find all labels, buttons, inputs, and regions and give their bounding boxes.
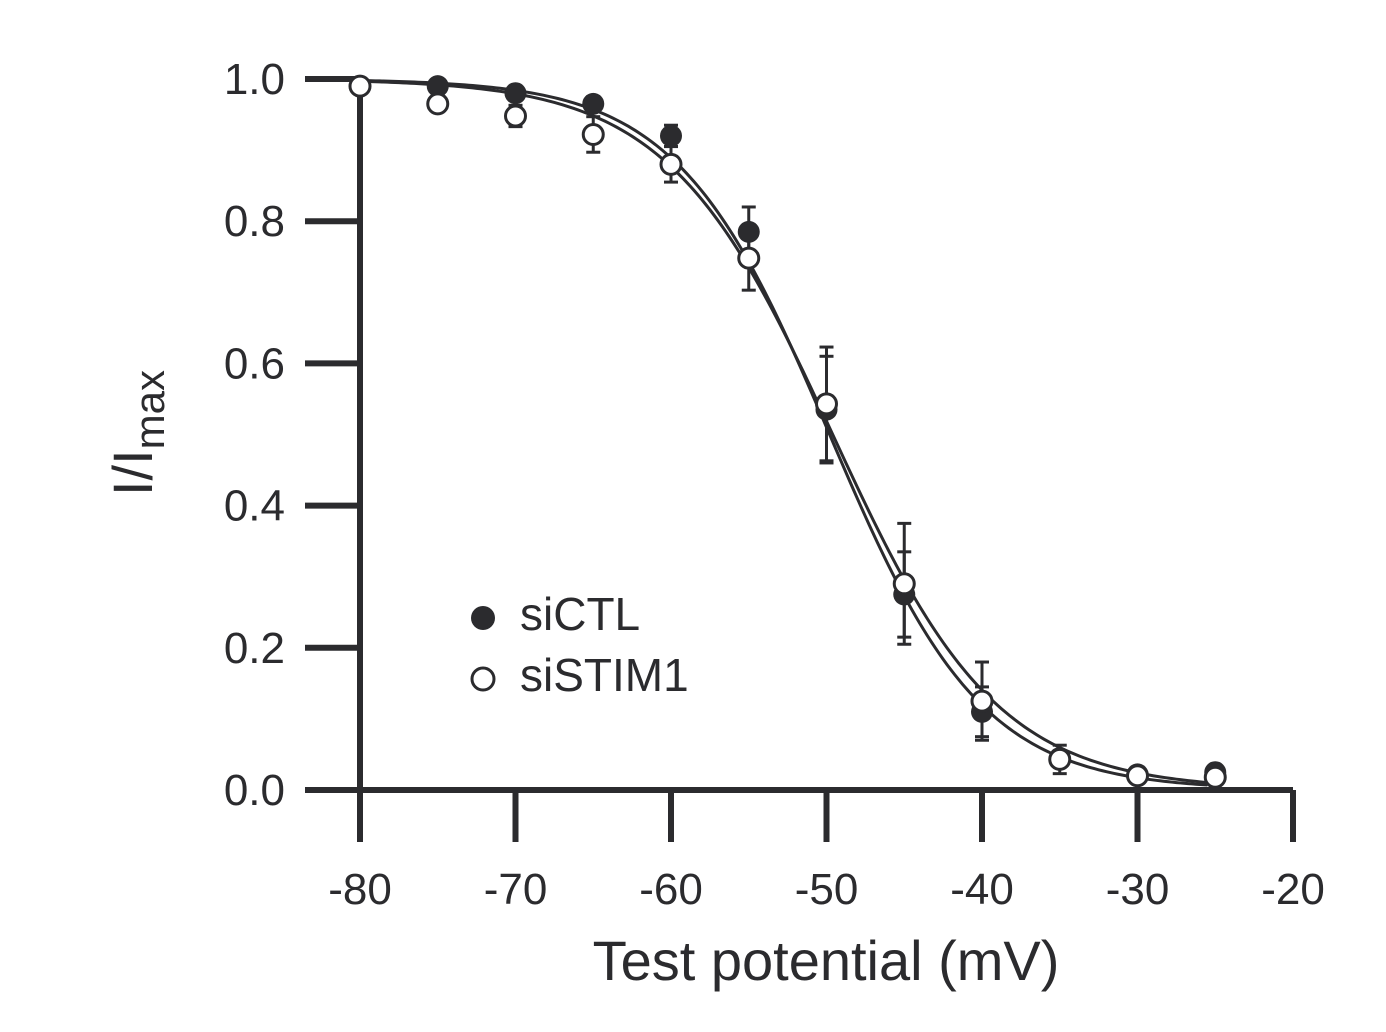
point-siSTIM1 [348,74,372,98]
legend-marker-siCTL [471,606,495,630]
point-siSTIM1 [892,572,916,596]
x-tick-label: -80 [328,865,392,914]
y-tick-label: 0.6 [224,339,285,388]
y-axis-title-subscript: max [126,370,173,449]
x-axis-title: Test potential (mV) [593,929,1060,992]
point-siSTIM1 [815,392,838,416]
point-siSTIM1 [504,104,527,128]
y-axis-title: I/Imax [101,370,173,496]
y-tick-label: 0.4 [224,482,285,531]
point-siCTL [660,124,682,147]
point-siSTIM1 [1048,747,1072,771]
y-axis-title-group: I/Imax [101,370,173,496]
point-siSTIM1 [581,122,605,146]
legend-label-siSTIM1: siSTIM1 [520,649,689,701]
x-tick-label: -50 [795,865,859,914]
y-axis-title-main: I/I [101,449,164,496]
x-tick-label: -40 [950,865,1014,914]
x-tick-label: -30 [1106,865,1170,914]
point-siCTL [426,75,449,98]
point-siCTL [504,82,527,105]
x-tick-label: -60 [639,865,703,914]
point-siSTIM1 [1126,764,1149,788]
legend-marker-siSTIM1 [470,666,496,692]
y-tick-label: 1.0 [224,55,285,104]
data-points [348,74,1227,789]
chart-axes [305,76,1293,793]
point-siSTIM1 [737,246,761,270]
legend: siCTL siSTIM1 [470,588,689,701]
point-siSTIM1 [970,689,994,713]
axis-ticks: -80 -70 -60 -50 -40 -30 -20 0.0 0.2 0.4 0.6 0.8 1.0 [224,55,1325,914]
y-tick-label: 0.0 [224,766,285,815]
point-siSTIM1 [1203,765,1227,789]
point-siSTIM1 [659,152,683,176]
legend-label-siCTL: siCTL [520,588,640,640]
x-tick-label: -20 [1261,865,1325,914]
point-siSTIM1 [426,92,450,116]
y-tick-label: 0.8 [224,197,285,246]
x-tick-label: -70 [484,865,548,914]
point-siCTL [737,220,760,243]
y-tick-label: 0.2 [224,624,285,673]
point-siCTL [582,92,605,115]
